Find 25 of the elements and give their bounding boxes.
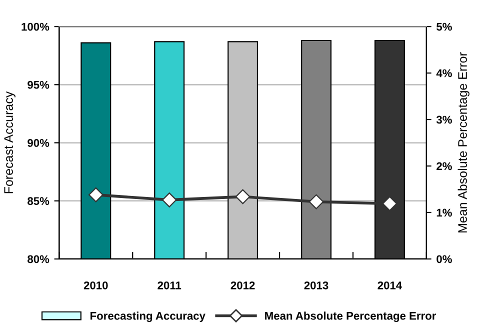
x-tick-label: 2012 bbox=[230, 281, 255, 290]
point bbox=[382, 196, 398, 212]
point bbox=[88, 187, 104, 202]
y-tick-label: 85% bbox=[28, 197, 50, 205]
y2-tick-label: 2% bbox=[436, 162, 452, 170]
x-tick-label: 2014 bbox=[378, 281, 402, 290]
y-tick-label: 95% bbox=[28, 80, 50, 89]
y-tick-label: 90% bbox=[28, 139, 50, 147]
legend-label: Mean Absolute Percentage Error bbox=[265, 312, 436, 322]
y2-axis-title: Mean Absolute Percentage Error bbox=[458, 52, 470, 232]
x-tick-label: 2011 bbox=[158, 281, 182, 290]
y-axis-title: Forecast Accuracy bbox=[4, 91, 16, 194]
x-tick-label: 2010 bbox=[84, 281, 108, 290]
point bbox=[235, 189, 250, 204]
y2-tick-label: 1% bbox=[436, 208, 452, 217]
y2-tick-label: 5% bbox=[436, 22, 452, 31]
y-tick-label: 100% bbox=[22, 22, 50, 31]
y2-tick-label: 0% bbox=[436, 255, 452, 264]
y2-tick-label: 3% bbox=[436, 116, 452, 124]
y2-tick-label: 4% bbox=[436, 69, 452, 78]
x-tick-label: 2013 bbox=[304, 281, 328, 290]
point bbox=[162, 192, 177, 208]
y-tick-label: 80% bbox=[28, 255, 50, 264]
series-label: Forecasting Accuracy bbox=[90, 312, 206, 322]
point bbox=[308, 194, 324, 210]
